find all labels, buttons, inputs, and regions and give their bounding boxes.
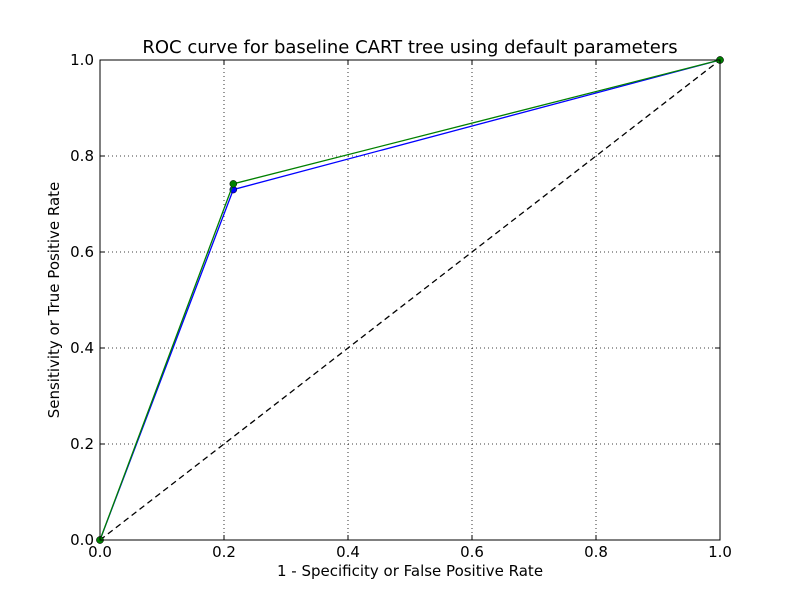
series-layer: [96, 56, 724, 544]
x-tick-label: 0.4: [336, 543, 360, 561]
y-axis-label: Sensitivity or True Positive Rate: [45, 182, 63, 419]
y-tick-label: 0.6: [70, 243, 94, 261]
y-tick-label: 1.0: [70, 51, 94, 69]
y-tick-label: 0.8: [70, 147, 94, 165]
y-tick-label: 0.0: [70, 531, 94, 549]
chance-diagonal-line: [99, 59, 721, 541]
tick-layer: 0.0 0.2 0.4 0.6 0.8 1.0 0.0 0.2 0.4 0.6 0.8 1.0: [70, 51, 732, 561]
chart-title: ROC curve for baseline CART tree using d…: [142, 37, 677, 58]
plot-frame: [99, 59, 721, 541]
roc-data-point: [229, 180, 238, 188]
x-tick-label: 0.2: [212, 543, 236, 561]
grid-layer: [100, 60, 720, 540]
x-tick-label: 0.8: [584, 543, 608, 561]
x-axis-label: 1 - Specificity or False Positive Rate: [277, 562, 543, 580]
y-tick-label: 0.2: [70, 435, 94, 453]
x-tick-label: 0.0: [88, 543, 112, 561]
x-tick-label: 0.6: [460, 543, 484, 561]
x-tick-label: 1.0: [708, 543, 732, 561]
y-tick-label: 0.4: [70, 339, 94, 357]
